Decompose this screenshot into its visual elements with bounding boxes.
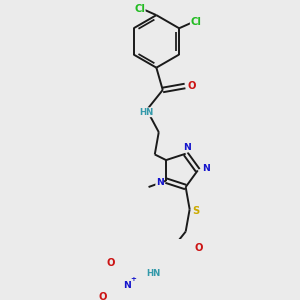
Text: +: + [130,276,136,282]
Text: Cl: Cl [134,4,145,14]
Text: Cl: Cl [190,17,201,27]
Text: O: O [99,292,107,300]
Text: N: N [123,281,130,290]
Text: S: S [192,206,200,216]
Text: O: O [188,81,197,91]
Text: O: O [195,242,203,253]
Text: O: O [106,258,115,268]
Text: N: N [156,178,164,187]
Text: HN: HN [140,108,154,117]
Text: HN: HN [147,269,161,278]
Text: N: N [202,164,210,173]
Text: N: N [183,143,191,152]
